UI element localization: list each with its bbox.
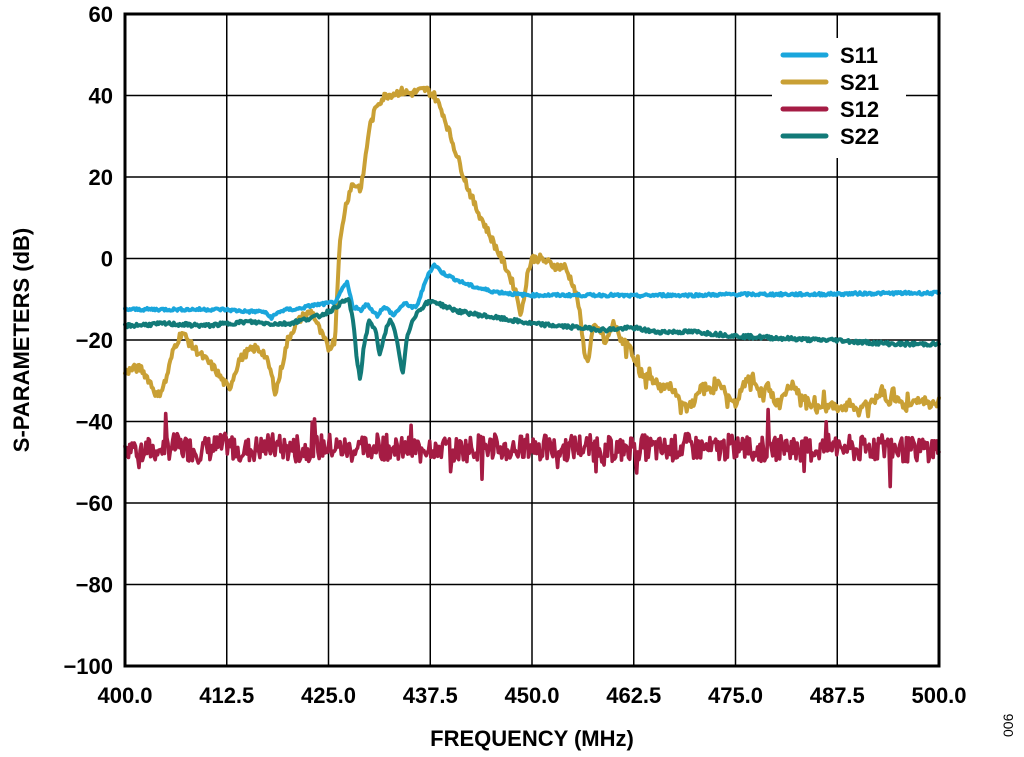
- legend-label-s12: S12: [840, 97, 879, 122]
- y-tick-label: 40: [89, 84, 113, 109]
- figure-id: 006: [1000, 713, 1016, 737]
- legend-label-s22: S22: [840, 124, 879, 149]
- series-line-s21: [123, 85, 941, 419]
- y-tick-label: −80: [76, 573, 113, 598]
- x-tick-label: 475.0: [708, 683, 763, 708]
- y-tick-label: −40: [76, 410, 113, 435]
- x-axis-title: FREQUENCY (MHz): [430, 726, 634, 751]
- y-tick-label: −20: [76, 328, 113, 353]
- series-line-s22: [123, 297, 941, 381]
- x-tick-label: 412.5: [199, 683, 254, 708]
- legend-label-s21: S21: [840, 70, 879, 95]
- y-tick-label: 20: [89, 165, 113, 190]
- x-tick-label: 487.5: [810, 683, 865, 708]
- x-tick-label: 500.0: [911, 683, 966, 708]
- y-axis-title: S-PARAMETERS (dB): [9, 228, 34, 452]
- x-tick-label: 400.0: [97, 683, 152, 708]
- x-tick-label: 450.0: [504, 683, 559, 708]
- plot-frame: [123, 12, 941, 668]
- x-tick-label: 425.0: [301, 683, 356, 708]
- series-line-s12: [123, 407, 941, 489]
- series-line-s11: [123, 262, 941, 321]
- x-tick-label: 437.5: [403, 683, 458, 708]
- y-tick-label: −60: [76, 491, 113, 516]
- x-tick-label: 462.5: [606, 683, 661, 708]
- y-tick-label: 0: [101, 247, 113, 272]
- y-tick-label: 60: [89, 2, 113, 27]
- legend-label-s11: S11: [840, 43, 878, 68]
- y-tick-label: −100: [63, 654, 113, 679]
- series-layer: [123, 85, 941, 489]
- tick-labels: 400.0 412.5 425.0 437.5 450.0 462.5 475.0 487.5…: [63, 2, 966, 708]
